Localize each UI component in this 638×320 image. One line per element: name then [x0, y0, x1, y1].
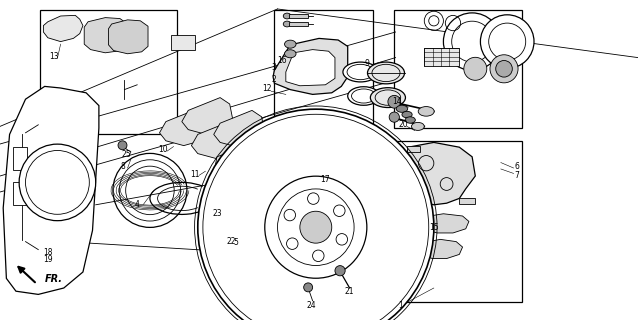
Polygon shape	[286, 50, 335, 86]
Polygon shape	[43, 15, 83, 42]
Ellipse shape	[347, 64, 374, 80]
Polygon shape	[182, 98, 233, 134]
Polygon shape	[420, 214, 469, 233]
Ellipse shape	[367, 62, 404, 84]
Circle shape	[489, 23, 526, 60]
Circle shape	[464, 57, 487, 80]
Text: 25: 25	[121, 150, 131, 159]
Polygon shape	[214, 146, 255, 181]
Text: 10: 10	[158, 145, 168, 154]
Bar	[289, 22, 308, 26]
Text: 7: 7	[514, 171, 519, 180]
Text: 15: 15	[429, 223, 439, 232]
Bar	[459, 198, 475, 204]
Text: 9: 9	[364, 59, 369, 68]
Text: 8: 8	[120, 162, 125, 171]
Circle shape	[26, 150, 89, 214]
Circle shape	[335, 266, 345, 276]
Polygon shape	[108, 20, 148, 54]
Polygon shape	[160, 109, 211, 146]
Text: 1: 1	[398, 301, 403, 310]
Bar	[13, 147, 27, 170]
Text: FR.: FR.	[45, 274, 63, 284]
Bar	[40, 10, 177, 134]
Text: 11: 11	[190, 170, 199, 179]
Bar	[394, 141, 522, 302]
Circle shape	[480, 15, 534, 68]
Polygon shape	[273, 38, 348, 94]
Circle shape	[388, 95, 401, 108]
Polygon shape	[191, 122, 242, 158]
Bar	[394, 10, 522, 128]
Ellipse shape	[419, 107, 434, 116]
Circle shape	[443, 13, 501, 70]
Ellipse shape	[412, 122, 424, 131]
Polygon shape	[84, 18, 128, 53]
Polygon shape	[246, 155, 287, 190]
Polygon shape	[284, 163, 325, 198]
Text: 13: 13	[49, 52, 59, 61]
Polygon shape	[3, 86, 99, 294]
Circle shape	[235, 184, 263, 212]
Circle shape	[300, 211, 332, 243]
Text: 21: 21	[345, 287, 354, 296]
Text: 22: 22	[226, 237, 235, 246]
Polygon shape	[214, 110, 265, 147]
Text: 2: 2	[272, 75, 277, 84]
Circle shape	[389, 112, 399, 122]
Text: 6: 6	[514, 162, 519, 171]
Text: 17: 17	[320, 175, 330, 184]
Circle shape	[452, 21, 493, 62]
Text: 24: 24	[306, 301, 316, 310]
Text: 4: 4	[135, 200, 140, 209]
Bar	[289, 14, 308, 18]
Circle shape	[490, 55, 518, 83]
Ellipse shape	[343, 62, 378, 82]
Text: 16: 16	[277, 56, 287, 65]
Bar	[274, 10, 373, 131]
Ellipse shape	[283, 21, 291, 27]
Text: 23: 23	[212, 209, 222, 218]
Text: 18: 18	[43, 248, 52, 257]
Text: 20: 20	[398, 120, 408, 129]
Ellipse shape	[370, 88, 406, 108]
Text: 12: 12	[262, 84, 271, 93]
Circle shape	[223, 172, 274, 223]
Ellipse shape	[396, 105, 408, 112]
Bar	[407, 146, 420, 152]
Ellipse shape	[348, 87, 380, 105]
Text: 14: 14	[392, 97, 402, 106]
Text: 5: 5	[234, 238, 239, 247]
Ellipse shape	[283, 13, 291, 19]
Circle shape	[198, 109, 434, 320]
Ellipse shape	[285, 40, 296, 48]
Bar	[171, 35, 195, 50]
Bar	[13, 182, 27, 205]
Polygon shape	[407, 142, 475, 205]
Circle shape	[19, 144, 96, 221]
Circle shape	[304, 283, 313, 292]
Ellipse shape	[405, 117, 415, 123]
Ellipse shape	[285, 50, 296, 58]
Circle shape	[496, 60, 512, 77]
Circle shape	[118, 141, 127, 150]
Bar	[424, 48, 459, 66]
Text: 19: 19	[43, 255, 53, 264]
Circle shape	[214, 163, 284, 233]
Text: 3: 3	[272, 63, 277, 72]
Ellipse shape	[402, 111, 412, 118]
Polygon shape	[418, 239, 463, 259]
Circle shape	[216, 198, 228, 211]
